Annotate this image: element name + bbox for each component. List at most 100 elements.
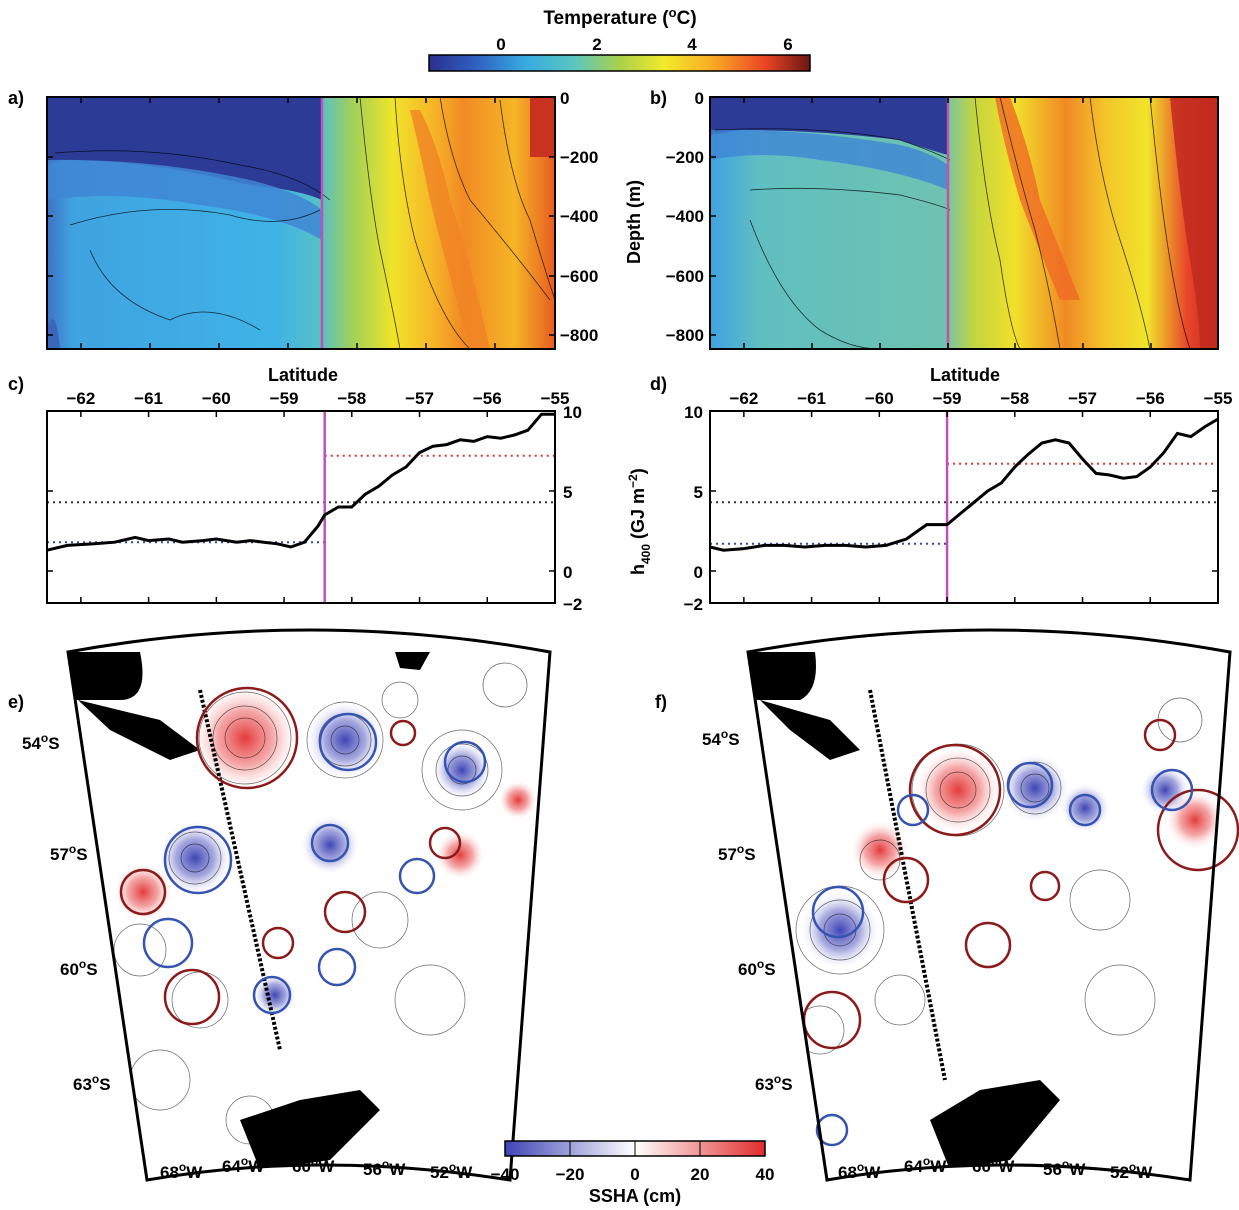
- lat-tick-label: −56: [473, 389, 502, 408]
- lat54-f: 54oS: [702, 727, 740, 749]
- lon68-e: 68oW: [160, 1160, 203, 1182]
- latitude-label-c: Latitude: [268, 365, 338, 385]
- panel-a: a) 0 −200: [8, 88, 598, 350]
- panel-label-f: f): [655, 692, 667, 712]
- temperature-colorbar-title: Temperature (oC): [543, 5, 696, 29]
- lat-tick-label: −58: [1000, 389, 1029, 408]
- panel-d-frame: [709, 410, 1219, 604]
- lat-tick-label: −59: [933, 389, 962, 408]
- panel-b: b) Depth (m) 0 −200: [624, 88, 1219, 350]
- eddy-circles-e: [119, 686, 487, 1026]
- panel-label-c: c): [8, 374, 24, 394]
- depth-tick-b-400: −400: [666, 207, 704, 226]
- temperature-colorbar: Temperature (oC) 0 2 4 6: [428, 5, 811, 72]
- lat-tick-label: −55: [1204, 389, 1233, 408]
- lon64-f: 64oW: [904, 1154, 947, 1176]
- panel-label-e: e): [8, 692, 24, 712]
- h400-axis-label: h400 (GJ m−2): [626, 468, 653, 575]
- h-tick-d-m2: −2: [684, 595, 703, 614]
- map-f-lon-labels: 68oW 64oW 60oW 56oW 52oW: [838, 1154, 1153, 1182]
- lat-tick-label: −60: [202, 389, 231, 408]
- panel-label-d: d): [650, 374, 667, 394]
- h-tick-d-5: 5: [694, 483, 703, 502]
- map-e-frame: [66, 628, 552, 1182]
- lat-tick-label: −57: [405, 389, 434, 408]
- lat63-f: 63oS: [755, 1072, 793, 1094]
- map-f-lat-labels: 54oS 57oS 60oS 63oS: [702, 727, 793, 1094]
- cb-tick-6: 6: [783, 35, 792, 54]
- depth-tick-b-600: −600: [666, 267, 704, 286]
- ssha-tick-0: 0: [630, 1165, 639, 1184]
- panel-b-ticks: [710, 96, 1152, 349]
- panel-c-plot: [46, 410, 556, 604]
- h-tick-c-5: 5: [563, 483, 572, 502]
- map-f: [748, 630, 1230, 1180]
- lon64-e: 64oW: [222, 1154, 265, 1176]
- lon56-f: 56oW: [1043, 1157, 1086, 1179]
- depth-tick-0: 0: [560, 89, 569, 108]
- map-f-frame: [746, 628, 1232, 1182]
- depth-tick-200: −200: [560, 148, 598, 167]
- ssha-colorbar-title: SSHA (cm): [589, 1186, 681, 1206]
- depth-tick-600: −600: [560, 267, 598, 286]
- ssha-tick-40: 40: [756, 1165, 775, 1184]
- panel-d-plot: [709, 410, 1219, 604]
- lon52-e: 52oW: [430, 1160, 473, 1182]
- panel-b-frame: [709, 96, 1219, 350]
- h-tick-d-10: 10: [684, 403, 703, 422]
- panel-c: c) 10 5 0 −2: [8, 374, 582, 614]
- h400-series-line: [46, 412, 555, 552]
- cb-tick-0: 0: [496, 35, 505, 54]
- cb-tick-4: 4: [687, 35, 697, 54]
- lon52-f: 52oW: [1110, 1160, 1153, 1182]
- h-tick-c-10: 10: [563, 403, 582, 422]
- panel-label-b: b): [650, 88, 667, 108]
- depth-axis-label: Depth (m): [624, 180, 644, 264]
- panel-e: e): [8, 628, 552, 1182]
- h-tick-d-0: 0: [694, 563, 703, 582]
- panel-d: d) h400 (GJ m−2) 10 5 0 −2: [626, 374, 1219, 614]
- lat-ticks-c: −62 −61 −60 −59 −58 −57 −56 −55: [66, 389, 569, 408]
- depth-tick-b-0: 0: [695, 89, 704, 108]
- depth-tick-b-800: −800: [666, 326, 704, 345]
- lon68-f: 68oW: [838, 1160, 881, 1182]
- map-e: [68, 630, 550, 1180]
- lat-tick-label: −60: [865, 389, 894, 408]
- ssha-tick-m20: −20: [556, 1165, 585, 1184]
- lat57-e: 57oS: [50, 842, 88, 864]
- lat57-f: 57oS: [718, 842, 756, 864]
- lat60-f: 60oS: [738, 957, 776, 979]
- ssha-colorbar: −40 −20 0 20 40 SSHA (cm): [491, 1140, 775, 1206]
- cb-tick-2: 2: [592, 35, 601, 54]
- lat60-e: 60oS: [60, 957, 98, 979]
- depth-tick-400: −400: [560, 207, 598, 226]
- lat-ticks-d: −62 −61 −60 −59 −58 −57 −56 −55: [729, 389, 1232, 408]
- lat-tick-label: −55: [541, 389, 570, 408]
- lat-tick-label: −62: [66, 389, 95, 408]
- lat54-e: 54oS: [22, 731, 60, 753]
- lat-tick-label: −62: [729, 389, 758, 408]
- h-tick-c-0: 0: [563, 563, 572, 582]
- latitude-label-d: Latitude: [930, 365, 1000, 385]
- panel-label-a: a): [8, 88, 24, 108]
- depth-tick-b-200: −200: [666, 148, 704, 167]
- lat-tick-label: −61: [797, 389, 826, 408]
- lat-tick-label: −58: [337, 389, 366, 408]
- lat63-e: 63oS: [73, 1072, 111, 1094]
- map-e-lon-labels: 68oW 64oW 60oW 56oW 52oW: [160, 1154, 473, 1182]
- lon60-e: 60oW: [292, 1154, 335, 1176]
- lat-tick-label: −59: [270, 389, 299, 408]
- lat-tick-label: −57: [1068, 389, 1097, 408]
- panel-a-frame: [46, 96, 556, 350]
- ssha-tick-20: 20: [691, 1165, 710, 1184]
- lon56-e: 56oW: [363, 1157, 406, 1179]
- lat-tick-label: −61: [134, 389, 163, 408]
- ssha-tick-m40: −40: [491, 1165, 520, 1184]
- panel-f: f): [655, 628, 1239, 1182]
- h400-series-line: [709, 417, 1219, 552]
- panel-a-ticks: [47, 97, 555, 349]
- panel-c-frame: [46, 410, 556, 604]
- temperature-colorbar-bar: [428, 54, 811, 72]
- depth-tick-800: −800: [560, 326, 598, 345]
